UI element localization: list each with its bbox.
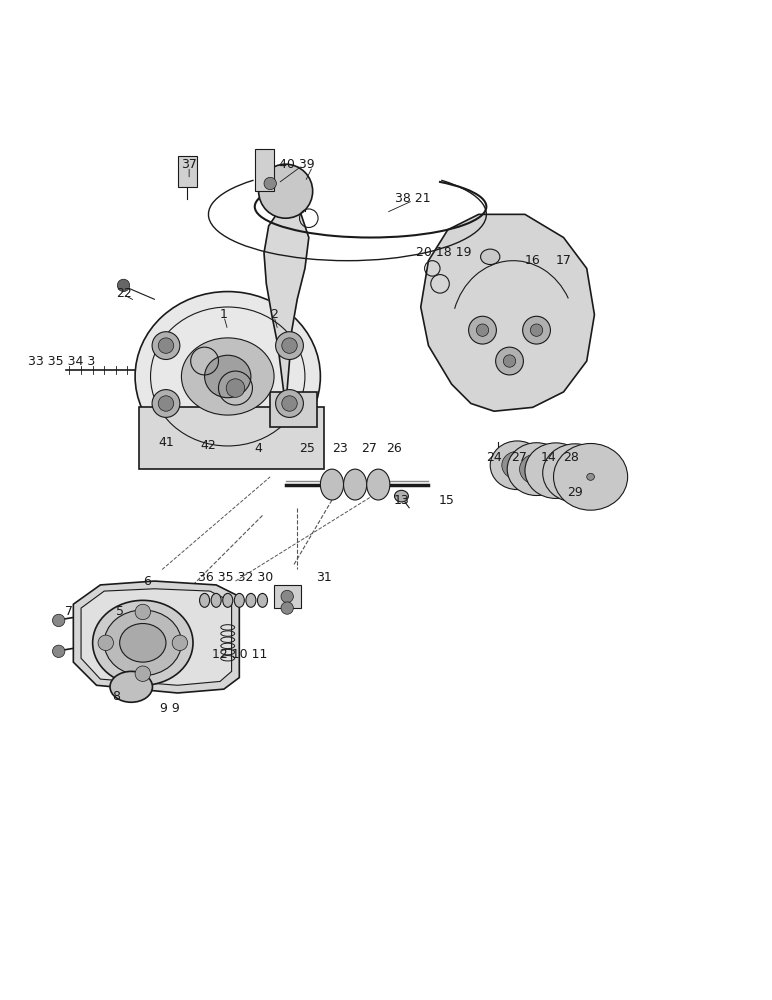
- Circle shape: [52, 645, 65, 657]
- Polygon shape: [81, 589, 232, 685]
- Ellipse shape: [543, 444, 608, 502]
- Ellipse shape: [525, 443, 587, 498]
- Circle shape: [282, 338, 297, 353]
- Polygon shape: [421, 214, 594, 411]
- Ellipse shape: [320, 469, 344, 500]
- Circle shape: [98, 635, 113, 651]
- Text: 29: 29: [567, 486, 583, 499]
- Ellipse shape: [181, 338, 274, 415]
- Circle shape: [496, 347, 523, 375]
- Circle shape: [276, 390, 303, 417]
- Circle shape: [282, 396, 297, 411]
- Circle shape: [281, 590, 293, 603]
- Ellipse shape: [235, 593, 244, 607]
- Text: 2: 2: [270, 308, 278, 321]
- Text: 26: 26: [386, 442, 401, 455]
- Ellipse shape: [120, 624, 166, 662]
- Text: 9 9: 9 9: [160, 702, 180, 715]
- Ellipse shape: [507, 443, 566, 496]
- Circle shape: [530, 324, 543, 336]
- Circle shape: [469, 316, 496, 344]
- Circle shape: [152, 332, 180, 359]
- Circle shape: [158, 396, 174, 411]
- Text: 1: 1: [220, 308, 228, 321]
- Circle shape: [476, 324, 489, 336]
- Ellipse shape: [199, 593, 209, 607]
- FancyBboxPatch shape: [178, 156, 197, 187]
- Text: 5: 5: [116, 605, 124, 618]
- Circle shape: [276, 332, 303, 359]
- Circle shape: [523, 316, 550, 344]
- Ellipse shape: [520, 454, 554, 484]
- Ellipse shape: [394, 490, 408, 502]
- Polygon shape: [73, 581, 239, 693]
- Text: 28: 28: [564, 451, 579, 464]
- Circle shape: [503, 355, 516, 367]
- Polygon shape: [139, 407, 324, 469]
- Circle shape: [281, 602, 293, 614]
- Text: 16: 16: [525, 254, 540, 267]
- FancyBboxPatch shape: [255, 149, 274, 191]
- Text: 20 18 19: 20 18 19: [416, 246, 472, 259]
- Text: 27: 27: [361, 442, 377, 455]
- Circle shape: [52, 614, 65, 627]
- Circle shape: [259, 164, 313, 218]
- FancyBboxPatch shape: [274, 585, 301, 608]
- Text: 25: 25: [300, 442, 315, 455]
- Circle shape: [152, 390, 180, 417]
- FancyBboxPatch shape: [270, 392, 317, 427]
- Ellipse shape: [135, 292, 320, 461]
- Text: 38 21: 38 21: [395, 192, 431, 205]
- Circle shape: [158, 338, 174, 353]
- Ellipse shape: [104, 610, 181, 676]
- Ellipse shape: [544, 460, 567, 481]
- Text: 14: 14: [540, 451, 556, 464]
- Text: 24: 24: [486, 451, 502, 464]
- Ellipse shape: [567, 466, 583, 480]
- Ellipse shape: [93, 600, 193, 685]
- Ellipse shape: [502, 451, 533, 479]
- Text: 15: 15: [438, 493, 454, 506]
- Circle shape: [135, 604, 151, 620]
- Text: 17: 17: [556, 254, 571, 267]
- Text: 7: 7: [66, 605, 73, 618]
- Text: 36 35 32 30: 36 35 32 30: [198, 571, 273, 584]
- Circle shape: [226, 379, 245, 397]
- Text: 6: 6: [143, 575, 151, 588]
- Ellipse shape: [258, 593, 268, 607]
- Ellipse shape: [223, 593, 233, 607]
- Text: 33 35 34 3: 33 35 34 3: [28, 355, 96, 368]
- Circle shape: [135, 666, 151, 681]
- Text: 22: 22: [116, 287, 131, 300]
- Circle shape: [264, 177, 276, 190]
- Circle shape: [172, 635, 188, 651]
- Polygon shape: [264, 207, 309, 407]
- Text: 31: 31: [317, 571, 332, 584]
- Circle shape: [117, 279, 130, 292]
- Ellipse shape: [110, 671, 152, 702]
- Text: 13: 13: [394, 493, 409, 506]
- Text: 41: 41: [158, 436, 174, 449]
- Ellipse shape: [490, 441, 544, 490]
- Text: 4: 4: [255, 442, 262, 455]
- Text: 42: 42: [201, 439, 216, 452]
- Ellipse shape: [367, 469, 390, 500]
- Text: 37: 37: [181, 158, 197, 171]
- Text: 12 10 11: 12 10 11: [212, 648, 267, 661]
- Ellipse shape: [587, 473, 594, 480]
- Ellipse shape: [344, 469, 367, 500]
- Ellipse shape: [480, 249, 499, 265]
- Ellipse shape: [212, 593, 222, 607]
- Ellipse shape: [554, 443, 628, 510]
- Ellipse shape: [245, 593, 256, 607]
- Text: 8: 8: [112, 690, 120, 703]
- Ellipse shape: [205, 355, 251, 398]
- Text: 40 39: 40 39: [279, 158, 315, 171]
- Text: 27: 27: [511, 451, 527, 464]
- Text: 23: 23: [332, 442, 347, 455]
